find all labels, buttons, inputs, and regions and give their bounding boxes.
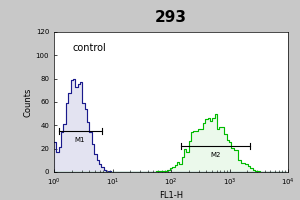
Y-axis label: Counts: Counts [24,87,33,117]
Text: control: control [73,43,106,53]
Text: M2: M2 [210,152,220,158]
Text: 293: 293 [155,10,187,25]
X-axis label: FL1-H: FL1-H [159,191,183,200]
Text: M1: M1 [75,137,85,143]
